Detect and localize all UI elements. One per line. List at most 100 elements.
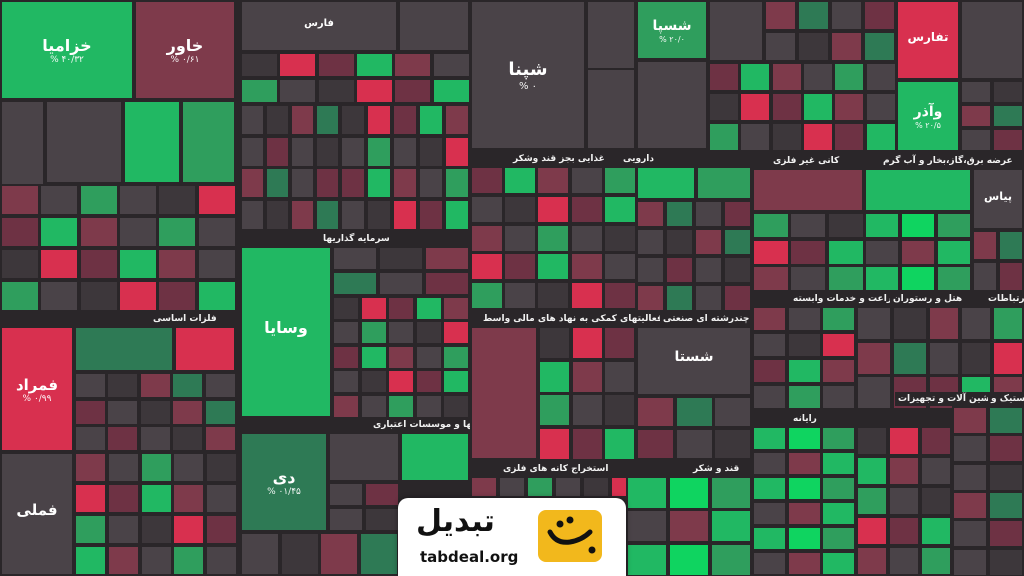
stock-tile[interactable] bbox=[107, 514, 140, 545]
stock-tile[interactable] bbox=[39, 248, 79, 280]
stock-tile[interactable] bbox=[378, 246, 424, 271]
stock-tile[interactable] bbox=[444, 199, 470, 231]
stock-tile[interactable] bbox=[960, 104, 992, 128]
stock-tile[interactable] bbox=[204, 399, 237, 426]
stock-tile[interactable] bbox=[675, 396, 714, 428]
stock-tile[interactable] bbox=[603, 224, 637, 253]
stock-tile[interactable] bbox=[315, 199, 340, 231]
stock-tile[interactable] bbox=[708, 0, 764, 62]
stock-tile[interactable] bbox=[863, 0, 896, 31]
stock-tile[interactable] bbox=[864, 239, 900, 266]
stock-tile[interactable] bbox=[821, 384, 856, 410]
stock-tile[interactable] bbox=[526, 476, 554, 498]
stock-tile[interactable] bbox=[988, 491, 1024, 520]
stock-tile[interactable] bbox=[582, 476, 610, 498]
stock-tile[interactable] bbox=[992, 341, 1024, 376]
stock-tile[interactable] bbox=[157, 280, 197, 312]
stock-tile[interactable] bbox=[536, 166, 570, 195]
stock-tile[interactable] bbox=[802, 122, 834, 152]
stock-tile[interactable] bbox=[171, 425, 204, 452]
stock-tile[interactable] bbox=[900, 265, 936, 292]
stock-tile[interactable] bbox=[723, 200, 752, 228]
stock-tile[interactable] bbox=[636, 284, 665, 312]
stock-tile[interactable] bbox=[920, 456, 952, 486]
stock-tile[interactable] bbox=[205, 545, 238, 576]
stock-tile[interactable] bbox=[960, 80, 992, 104]
stock-tile[interactable] bbox=[74, 372, 107, 399]
stock-tile[interactable] bbox=[570, 252, 604, 281]
stock-tile[interactable] bbox=[172, 452, 205, 483]
stock-tile[interactable] bbox=[603, 281, 637, 310]
stock-tile[interactable] bbox=[39, 216, 79, 248]
stock-tile[interactable] bbox=[340, 199, 366, 231]
stock-tile[interactable] bbox=[400, 432, 470, 482]
stock-tile[interactable] bbox=[360, 320, 388, 345]
stock-tile[interactable] bbox=[503, 252, 537, 281]
stock-tile[interactable] bbox=[278, 52, 317, 78]
stock-tile[interactable] bbox=[821, 306, 856, 332]
stock-tile[interactable] bbox=[205, 452, 238, 483]
stock-tile[interactable] bbox=[140, 452, 173, 483]
stock-tile[interactable] bbox=[864, 265, 900, 292]
stock-tile[interactable] bbox=[442, 320, 470, 345]
stock-tile[interactable]: پیاس bbox=[972, 168, 1024, 230]
stock-tile[interactable] bbox=[498, 476, 526, 498]
stock-tile[interactable] bbox=[752, 239, 790, 266]
stock-tile[interactable] bbox=[972, 261, 998, 292]
stock-tile[interactable] bbox=[39, 280, 79, 312]
stock-tile[interactable] bbox=[856, 375, 892, 410]
stock-tile[interactable] bbox=[442, 345, 470, 370]
stock-tile[interactable] bbox=[821, 426, 856, 451]
stock-tile[interactable] bbox=[364, 482, 400, 507]
stock-tile[interactable] bbox=[708, 92, 740, 122]
stock-tile[interactable] bbox=[739, 92, 771, 122]
stock-tile[interactable] bbox=[708, 62, 740, 92]
stock-tile[interactable] bbox=[157, 184, 197, 216]
stock-tile[interactable] bbox=[920, 486, 952, 516]
stock-tile[interactable] bbox=[278, 78, 317, 104]
stock-tile[interactable] bbox=[360, 394, 388, 419]
stock-tile[interactable] bbox=[139, 399, 172, 426]
stock-tile[interactable] bbox=[157, 216, 197, 248]
stock-tile[interactable] bbox=[290, 136, 315, 168]
stock-tile[interactable] bbox=[442, 394, 470, 419]
stock-tile[interactable] bbox=[787, 526, 822, 551]
stock-tile[interactable] bbox=[205, 514, 238, 545]
stock-tile[interactable] bbox=[470, 224, 504, 253]
stock-tile[interactable] bbox=[536, 195, 570, 224]
stock-tile[interactable] bbox=[366, 104, 392, 136]
stock-tile[interactable] bbox=[723, 256, 752, 284]
stock-tile[interactable] bbox=[888, 456, 920, 486]
stock-tile[interactable] bbox=[332, 271, 378, 296]
stock-tile[interactable] bbox=[392, 104, 418, 136]
stock-tile[interactable] bbox=[172, 483, 205, 514]
stock-tile[interactable] bbox=[79, 280, 119, 312]
stock-tile[interactable] bbox=[802, 62, 834, 92]
stock-tile[interactable] bbox=[536, 281, 570, 310]
stock-tile[interactable] bbox=[900, 239, 936, 266]
stock-tile[interactable] bbox=[79, 216, 119, 248]
stock-tile[interactable] bbox=[787, 426, 822, 451]
stock-tile[interactable] bbox=[197, 184, 237, 216]
stock-tile[interactable] bbox=[328, 482, 364, 507]
stock-tile[interactable] bbox=[415, 345, 443, 370]
stock-tile[interactable] bbox=[570, 195, 604, 224]
stock-tile[interactable] bbox=[265, 136, 290, 168]
stock-tile[interactable] bbox=[787, 358, 822, 384]
stock-tile[interactable] bbox=[45, 100, 123, 184]
stock-tile[interactable] bbox=[960, 341, 992, 376]
stock-tile[interactable] bbox=[197, 216, 237, 248]
stock-tile[interactable] bbox=[821, 358, 856, 384]
stock-tile[interactable] bbox=[856, 486, 888, 516]
stock-tile[interactable] bbox=[39, 184, 79, 216]
stock-tile[interactable] bbox=[317, 52, 356, 78]
stock-tile[interactable] bbox=[665, 284, 694, 312]
stock-tile[interactable] bbox=[503, 166, 537, 195]
stock-tile[interactable] bbox=[171, 399, 204, 426]
stock-tile[interactable] bbox=[694, 200, 723, 228]
stock-tile[interactable] bbox=[74, 483, 107, 514]
stock-tile[interactable] bbox=[172, 514, 205, 545]
stock-tile[interactable] bbox=[418, 199, 444, 231]
stock-tile[interactable] bbox=[710, 543, 752, 576]
stock-tile[interactable] bbox=[988, 406, 1024, 435]
